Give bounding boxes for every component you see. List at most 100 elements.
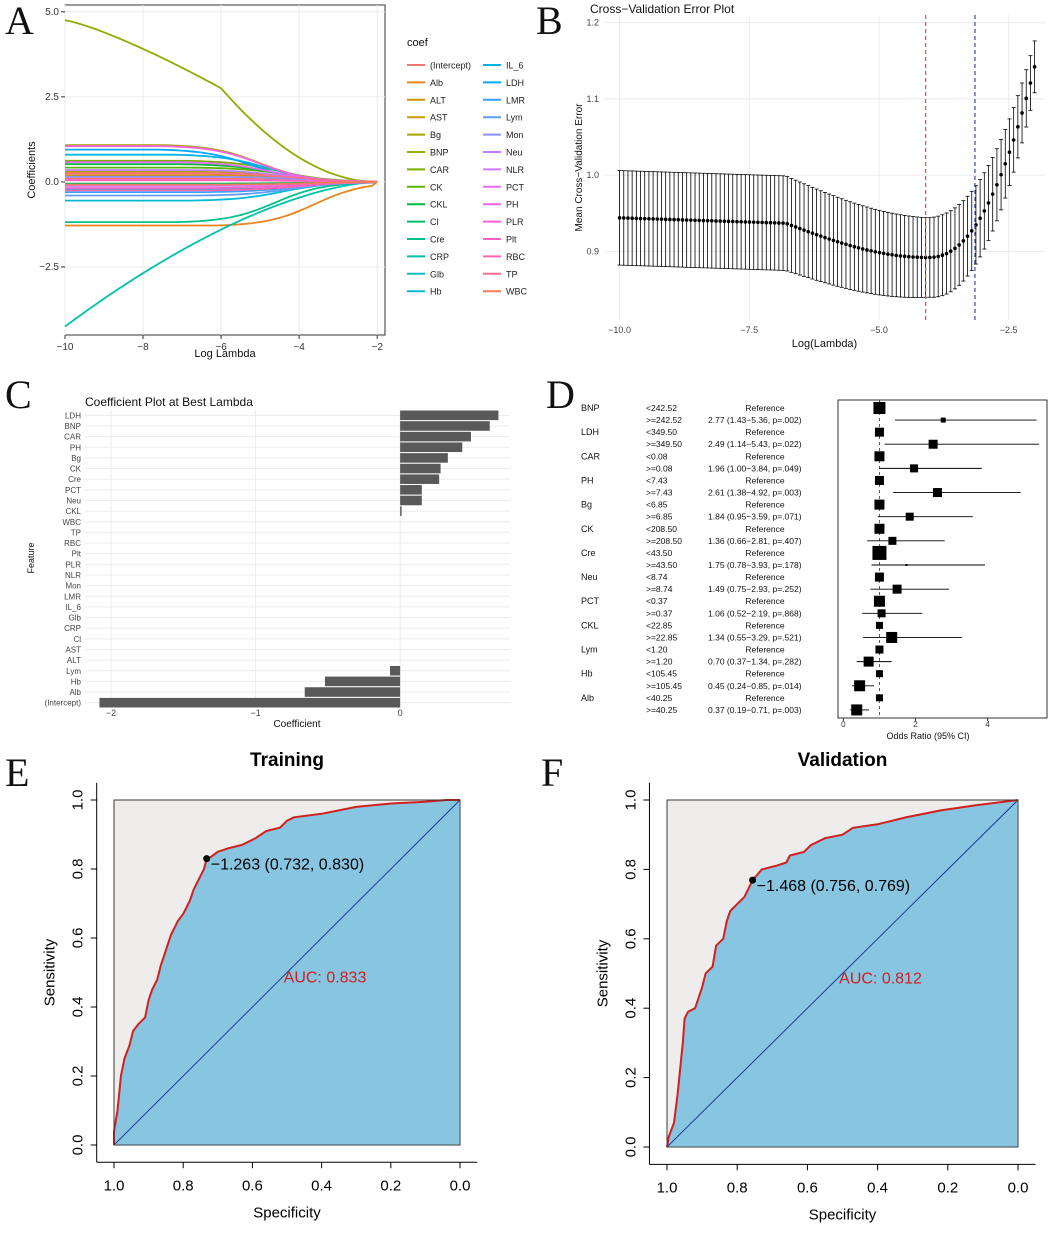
y-tick-label: 0.2 [70, 1066, 87, 1087]
cv-point [772, 221, 777, 225]
x-tick-label: 0 [841, 720, 846, 729]
level-label: >=22.85 [646, 632, 677, 642]
coefficient-bar [400, 463, 441, 474]
level-label: >=1.20 [646, 657, 673, 667]
cv-point [743, 220, 748, 224]
y-tick-label: 1.2 [586, 18, 599, 28]
cv-point [714, 219, 718, 223]
cv-point [751, 220, 756, 224]
cv-point [697, 218, 702, 223]
level-label: <208.50 [646, 524, 677, 534]
legend-label: CK [430, 182, 443, 192]
y-tick-label: 5.0 [45, 7, 59, 18]
cv-point [898, 254, 903, 258]
category-label: Glb [69, 614, 82, 623]
cv-point [1016, 124, 1020, 129]
cv-point [856, 246, 861, 250]
cv-point [810, 231, 815, 235]
odds-ratio-marker [877, 609, 886, 618]
cv-point [953, 246, 957, 251]
forest-plot-area [837, 399, 1048, 719]
cv-point [1032, 65, 1037, 69]
cv-point [827, 237, 831, 241]
variable-name: LDH [581, 427, 599, 437]
category-label: LDH [65, 411, 81, 420]
diagonal-line [113, 799, 461, 1146]
x-tick-label: −2 [371, 342, 383, 353]
category-label: Neu [66, 496, 81, 505]
cv-point [693, 218, 697, 223]
x-tick-label: −10.0 [608, 325, 631, 335]
roc-curve [666, 799, 1019, 1148]
cross-validation-error-chart: −10.0 −7.5 −5.0 −2.5 0.9 1.0 1.1 1.2 Cross−Valid… [574, 2, 1045, 350]
legend-label: IL_6 [506, 61, 524, 71]
coefficient-bar-chart: −2 −1 0 Coefficient Plot at Best Lambda Coef… [26, 395, 510, 730]
reference-marker [875, 621, 883, 629]
level-label: >=105.45 [646, 681, 682, 691]
cv-point [928, 255, 932, 260]
odds-ratio-marker [851, 704, 863, 716]
category-label: Mon [65, 582, 81, 591]
y-tick-label: −2.5 [39, 262, 59, 273]
estimate-text: Reference [745, 620, 784, 630]
cv-point [626, 216, 630, 220]
category-label: Bg [71, 454, 81, 463]
legend-label: ALT [430, 95, 446, 105]
cv-point [852, 244, 857, 249]
x-tick-label: −5.0 [870, 325, 888, 335]
y-axis-label: Feature [26, 542, 36, 573]
roc-curve [113, 799, 460, 1145]
cv-point [982, 209, 987, 213]
cv-point [886, 252, 890, 256]
coefficient-bar [304, 687, 401, 697]
odds-ratio-marker [854, 680, 866, 692]
cv-point [798, 226, 802, 231]
x-tick-label: 2 [913, 720, 918, 729]
estimate-text: Reference [745, 645, 784, 655]
estimate-text: 1.36 (0.66−2.81, p=.407) [708, 536, 802, 546]
cv-point [642, 216, 647, 221]
category-label: Cl [73, 635, 81, 644]
level-label: >=349.50 [646, 439, 682, 449]
x-tick-label: 0.2 [380, 1177, 401, 1194]
x-tick-label: −7.5 [740, 325, 758, 335]
reference-marker [873, 595, 885, 607]
estimate-text: Reference [745, 524, 784, 534]
cv-point [1024, 96, 1029, 101]
legend-label: Bg [430, 130, 441, 140]
cv-point [684, 218, 689, 222]
category-label: CAR [64, 433, 81, 442]
x-tick-label: 0.2 [937, 1179, 958, 1196]
y-tick-label: 0.4 [70, 997, 87, 1018]
cv-point [957, 243, 961, 247]
estimate-text: 1.34 (0.55−3.29, p=.521) [708, 632, 802, 642]
legend-label: PLR [506, 217, 524, 227]
cv-point [969, 229, 974, 233]
level-label: <242.52 [646, 403, 677, 413]
y-tick-label: 0.2 [622, 1067, 639, 1088]
coefficient-bar [390, 665, 401, 676]
x-tick-label: 0.8 [727, 1179, 748, 1196]
cv-point [1007, 150, 1012, 154]
estimate-text: 1.06 (0.52−2.19, p=.868) [708, 608, 802, 618]
legend-label: Plt [506, 235, 517, 245]
coefficient-path-line [65, 179, 378, 183]
reference-marker [874, 523, 885, 534]
cv-point [655, 217, 660, 221]
level-label: >=40.25 [646, 705, 677, 715]
variable-name: Hb [581, 669, 593, 679]
category-label: Alb [69, 688, 81, 697]
cv-point [890, 252, 894, 257]
coefficient-bar [400, 506, 402, 516]
cv-point [634, 216, 639, 221]
cv-point [894, 253, 899, 258]
category-label: RBC [64, 539, 81, 548]
legend-label: AST [430, 113, 448, 123]
panel-letter-a: A [5, 0, 34, 43]
estimate-text: Reference [745, 596, 784, 606]
roc-border [666, 799, 1019, 1148]
y-tick-label: 1.0 [622, 790, 639, 811]
cv-point [965, 234, 970, 238]
variable-name: Alb [581, 693, 594, 703]
level-label: <0.08 [646, 451, 668, 461]
